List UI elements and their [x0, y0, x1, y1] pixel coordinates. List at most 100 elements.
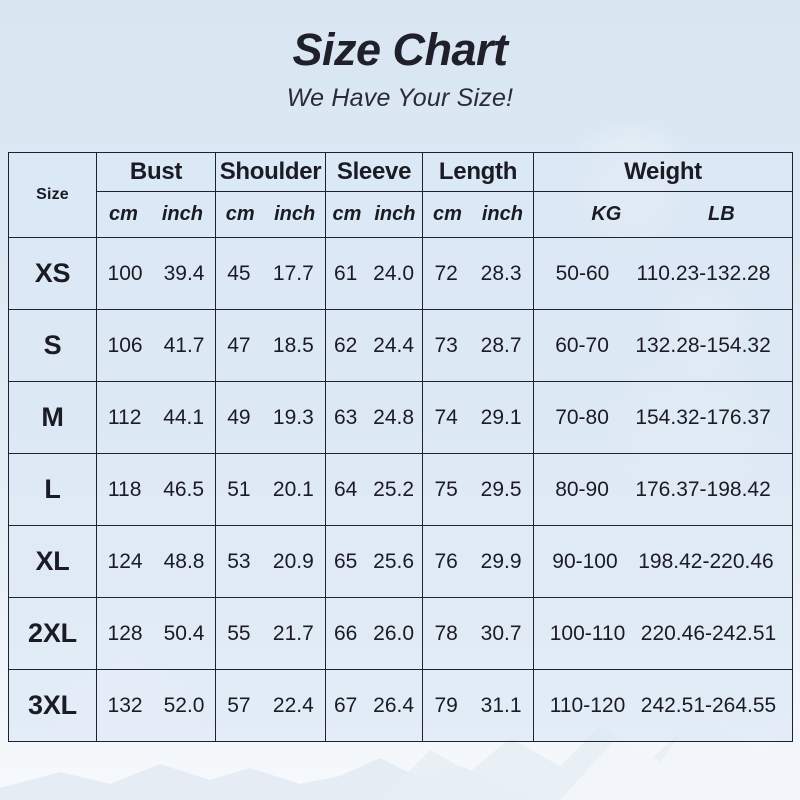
value-shoulder-inch: 22.4 — [272, 693, 314, 717]
value-shoulder-inch: 17.7 — [272, 261, 314, 285]
cell-sleeve: 67 26.4 — [325, 669, 423, 742]
cell-shoulder: 45 17.7 — [215, 237, 326, 310]
value-length-inch: 30.7 — [480, 621, 522, 645]
value-sleeve-cm: 61 — [333, 261, 358, 285]
value-length-inch: 31.1 — [480, 693, 522, 717]
value-shoulder-cm: 47 — [227, 333, 251, 357]
table-header: Size Bust Shoulder Sleeve Length Weight … — [8, 152, 793, 238]
unit-header-shoulder: cm inch — [215, 191, 326, 238]
length-value-pair: 72 28.3 — [423, 262, 533, 286]
value-bust-inch: 41.7 — [163, 333, 205, 357]
cell-weight: 100-110 220.46-242.51 — [533, 597, 793, 670]
shoulder-value-pair: 49 19.3 — [216, 406, 325, 430]
value-weight-lb: 132.28-154.32 — [635, 333, 771, 357]
value-bust-inch: 46.5 — [163, 477, 205, 501]
cell-length: 74 29.1 — [422, 381, 534, 454]
cell-bust: 124 48.8 — [96, 525, 216, 598]
cell-weight: 70-80 154.32-176.37 — [533, 381, 793, 454]
value-bust-cm: 124 — [107, 549, 143, 573]
unit-header-weight: KG LB — [533, 191, 793, 238]
value-sleeve-inch: 25.2 — [373, 477, 415, 501]
value-length-inch: 28.7 — [480, 333, 522, 357]
value-length-cm: 79 — [434, 693, 458, 717]
length-value-pair: 79 31.1 — [423, 694, 533, 718]
table-row: 2XL 128 50.4 55 21.7 66 26.0 78 30.7 100-110 220.4… — [8, 597, 793, 670]
sleeve-value-pair: 64 25.2 — [326, 478, 422, 502]
unit-label-weight-kg: KG — [591, 203, 622, 225]
cell-shoulder: 51 20.1 — [215, 453, 326, 526]
value-sleeve-inch: 24.4 — [373, 333, 415, 357]
value-sleeve-inch: 26.4 — [373, 693, 415, 717]
value-length-cm: 78 — [434, 621, 458, 645]
unit-label-shoulder-cm: cm — [225, 203, 255, 225]
cell-size: XS — [8, 237, 97, 310]
value-sleeve-cm: 67 — [333, 693, 358, 717]
cell-bust: 128 50.4 — [96, 597, 216, 670]
cell-length: 78 30.7 — [422, 597, 534, 670]
value-weight-lb: 242.51-264.55 — [640, 693, 777, 717]
shoulder-value-pair: 45 17.7 — [216, 262, 325, 286]
value-shoulder-cm: 53 — [227, 549, 251, 573]
sleeve-value-pair: 61 24.0 — [326, 262, 422, 286]
value-bust-inch: 52.0 — [163, 693, 205, 717]
cell-size: 3XL — [8, 669, 97, 742]
cell-length: 72 28.3 — [422, 237, 534, 310]
weight-value-pair: 70-80 154.32-176.37 — [534, 406, 792, 430]
bust-value-pair: 128 50.4 — [97, 622, 215, 646]
cell-bust: 132 52.0 — [96, 669, 216, 742]
cell-sleeve: 62 24.4 — [325, 309, 423, 382]
length-value-pair: 75 29.5 — [423, 478, 533, 502]
cell-sleeve: 64 25.2 — [325, 453, 423, 526]
value-length-inch: 28.3 — [480, 261, 522, 285]
column-header-size: Size — [8, 152, 97, 238]
sleeve-value-pair: 63 24.8 — [326, 406, 422, 430]
value-bust-cm: 128 — [107, 621, 143, 645]
value-length-inch: 29.1 — [480, 405, 522, 429]
value-length-cm: 73 — [434, 333, 458, 357]
weight-value-pair: 60-70 132.28-154.32 — [534, 334, 792, 358]
shoulder-value-pair: 57 22.4 — [216, 694, 325, 718]
cell-bust: 100 39.4 — [96, 237, 216, 310]
value-shoulder-cm: 45 — [227, 261, 251, 285]
shoulder-value-pair: 53 20.9 — [216, 550, 325, 574]
cell-length: 75 29.5 — [422, 453, 534, 526]
value-bust-inch: 48.8 — [163, 549, 205, 573]
cell-sleeve: 63 24.8 — [325, 381, 423, 454]
value-sleeve-inch: 24.0 — [373, 261, 415, 285]
value-sleeve-inch: 25.6 — [373, 549, 415, 573]
bust-value-pair: 112 44.1 — [97, 406, 215, 430]
value-sleeve-inch: 24.8 — [373, 405, 415, 429]
length-value-pair: 74 29.1 — [423, 406, 533, 430]
value-sleeve-inch: 26.0 — [373, 621, 415, 645]
shoulder-value-pair: 47 18.5 — [216, 334, 325, 358]
cell-length: 73 28.7 — [422, 309, 534, 382]
cell-shoulder: 53 20.9 — [215, 525, 326, 598]
value-shoulder-cm: 49 — [227, 405, 251, 429]
unit-label-weight-lb: LB — [707, 203, 735, 225]
value-shoulder-inch: 20.9 — [272, 549, 314, 573]
value-weight-lb: 110.23-132.28 — [636, 261, 771, 285]
cell-weight: 110-120 242.51-264.55 — [533, 669, 793, 742]
table-header-unit-row: cm inch cm inch cm inch — [9, 191, 793, 238]
weight-value-pair: 100-110 220.46-242.51 — [534, 622, 792, 646]
cell-bust: 106 41.7 — [96, 309, 216, 382]
value-weight-kg: 100-110 — [549, 621, 626, 645]
value-weight-lb: 176.37-198.42 — [635, 477, 771, 501]
value-weight-kg: 70-80 — [555, 405, 609, 429]
table-row: M 112 44.1 49 19.3 63 24.8 74 29.1 70-80 154.32-17… — [8, 381, 793, 454]
value-bust-cm: 100 — [107, 261, 143, 285]
cell-size: 2XL — [8, 597, 97, 670]
cell-size: S — [8, 309, 97, 382]
cell-sleeve: 65 25.6 — [325, 525, 423, 598]
cell-bust: 118 46.5 — [96, 453, 216, 526]
column-header-shoulder: Shoulder — [215, 152, 326, 192]
unit-label-bust-cm: cm — [108, 203, 138, 225]
unit-label-length-cm: cm — [432, 203, 462, 225]
cell-length: 79 31.1 — [422, 669, 534, 742]
bust-value-pair: 106 41.7 — [97, 334, 215, 358]
table-row: XS 100 39.4 45 17.7 61 24.0 72 28.3 50-60 110.23-1… — [8, 237, 793, 310]
value-shoulder-cm: 57 — [227, 693, 251, 717]
table-header-group-row: Size Bust Shoulder Sleeve Length Weight — [8, 152, 793, 238]
bust-value-pair: 118 46.5 — [97, 478, 215, 502]
